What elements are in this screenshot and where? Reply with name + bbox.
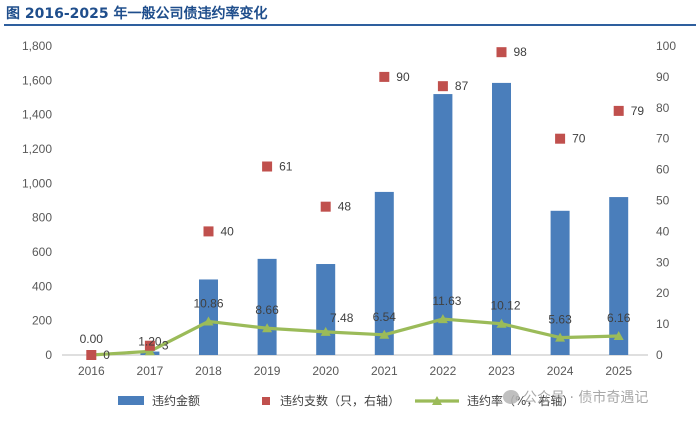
y-right-tick-label: 100 (656, 39, 676, 53)
scatter-point (320, 201, 331, 212)
y-right-tick-label: 80 (656, 101, 670, 115)
scatter-point (144, 340, 155, 351)
bar (609, 197, 629, 355)
scatter-point (203, 226, 214, 237)
x-tick-label: 2016 (78, 364, 105, 378)
y-left-tick-label: 1,200 (22, 142, 52, 156)
count-label: 98 (514, 45, 528, 59)
scatter-point (555, 133, 566, 144)
y-left-tick-label: 400 (32, 279, 52, 293)
line-marker (144, 346, 155, 356)
rate-label: 7.48 (330, 311, 354, 325)
rate-label: 8.66 (255, 303, 279, 317)
x-tick-label: 2020 (312, 364, 339, 378)
x-tick-label: 2023 (488, 364, 515, 378)
y-right-tick-label: 90 (656, 70, 670, 84)
line-path (91, 317, 619, 357)
title-bar: 图 2016-2025 年一般公司债违约率变化 (0, 0, 700, 26)
y-left-tick-label: 0 (45, 348, 52, 362)
legend-swatch-amount (118, 396, 144, 405)
line-marker (613, 330, 624, 340)
y-right-tick-label: 0 (656, 348, 663, 362)
count-label: 48 (338, 200, 352, 214)
x-tick-label: 2025 (605, 364, 632, 378)
y-left-tick-label: 1,800 (22, 39, 52, 53)
rate-label: 11.63 (432, 294, 461, 308)
count-label: 79 (631, 104, 645, 118)
count-label: 70 (572, 132, 586, 146)
legend-swatch-count (262, 397, 270, 405)
watermark-text: 公众号 · 债市奇遇记 (523, 390, 649, 406)
y-right-tick-label: 70 (656, 132, 670, 146)
scatter-point (86, 350, 97, 360)
rate-label: 0.00 (80, 332, 104, 346)
y-left-tick-label: 200 (32, 314, 52, 328)
y-right-tick-label: 10 (656, 317, 670, 331)
bar-series (140, 82, 629, 356)
y-left-tick-label: 800 (32, 211, 52, 225)
scatter-point (379, 71, 390, 82)
legend-label-rate: 违约率（%，右轴） (467, 393, 574, 408)
axes: 02004006008001,0001,2001,4001,6001,80001… (22, 39, 676, 378)
count-label: 90 (396, 70, 410, 84)
count-label: 0 (103, 348, 110, 362)
rate-label: 5.63 (548, 313, 572, 327)
line-marker (203, 316, 214, 326)
x-tick-label: 2024 (547, 364, 574, 378)
scatter-series (86, 47, 624, 360)
x-tick-label: 2021 (371, 364, 398, 378)
y-left-tick-label: 1,000 (22, 176, 52, 190)
x-tick-label: 2019 (254, 364, 281, 378)
bar (316, 264, 336, 355)
y-left-tick-label: 600 (32, 245, 52, 259)
x-tick-label: 2017 (137, 364, 164, 378)
y-right-tick-label: 20 (656, 286, 670, 300)
legend-swatch-rate-marker (432, 396, 442, 405)
scatter-point (437, 81, 448, 92)
rate-label: 10.86 (193, 296, 223, 310)
y-right-tick-label: 50 (656, 194, 670, 208)
count-label: 40 (221, 224, 235, 238)
y-right-tick-label: 60 (656, 163, 670, 177)
data-labels: 0 3 40 61 48 90 87 98 70 79 0.00 1.20 10.86 8.66 7.48 6… (80, 45, 645, 362)
chart-title: 图 2016-2025 年一般公司债违约率变化 (6, 6, 268, 22)
count-label: 61 (279, 160, 293, 174)
y-right-tick-label: 30 (656, 255, 670, 269)
line-marker (437, 314, 448, 324)
line-marker (555, 332, 566, 342)
bar (374, 191, 394, 355)
watermark: 公众号 · 债市奇遇记 (503, 387, 648, 407)
y-right-tick-label: 40 (656, 224, 670, 238)
title-rule (4, 24, 696, 26)
y-left-tick-label: 1,400 (22, 108, 52, 122)
rate-label: 6.54 (373, 310, 397, 324)
x-tick-label: 2022 (430, 364, 457, 378)
count-label: 3 (162, 339, 169, 353)
bar (257, 258, 277, 355)
legend: 违约金额 违约支数（只，右轴） 违约率（%，右轴） (118, 393, 574, 408)
line-marker (262, 323, 273, 333)
bar (433, 94, 453, 356)
wechat-icon (503, 390, 519, 404)
legend-label-amount: 违约金额 (152, 393, 200, 408)
line-marker (379, 329, 390, 339)
y-left-tick-label: 1,600 (22, 73, 52, 87)
scatter-point (496, 47, 507, 58)
scatter-point (613, 105, 624, 116)
line-marker (320, 326, 331, 336)
line-series (86, 314, 624, 359)
line-marker (496, 318, 507, 328)
count-label: 87 (455, 79, 469, 93)
bar (550, 210, 570, 355)
x-tick-label: 2018 (195, 364, 222, 378)
rate-label: 10.12 (490, 299, 520, 313)
rate-label: 1.20 (138, 334, 162, 348)
bar (492, 82, 511, 356)
scatter-point (262, 161, 273, 172)
rate-label: 6.16 (607, 311, 631, 325)
legend-label-count: 违约支数（只，右轴） (280, 393, 400, 408)
